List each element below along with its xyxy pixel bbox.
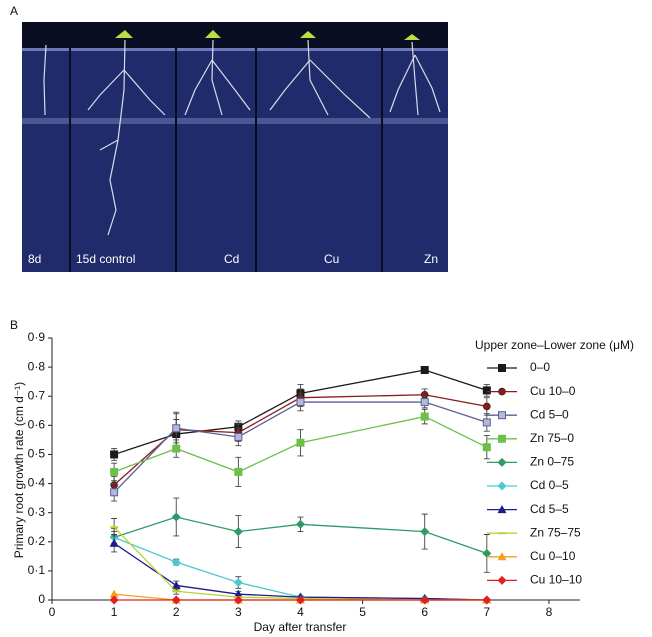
legend-label: Zn 75–0	[530, 431, 574, 445]
legend-label: Zn 0–75	[530, 455, 574, 469]
legend-label: 0–0	[530, 360, 550, 374]
photo: 8d 15d control Cd Cu Zn	[22, 22, 448, 272]
y-tick-label: 0·1	[28, 563, 46, 577]
data-point	[482, 418, 491, 427]
series-line	[113, 401, 488, 493]
x-tick-label: 5	[359, 605, 366, 619]
y-tick-label: 0·7	[28, 388, 46, 402]
series-line	[113, 526, 487, 601]
legend-marker	[498, 387, 506, 396]
series-line	[113, 369, 488, 456]
data-point	[482, 443, 491, 452]
y-tick-label: 0·4	[28, 476, 46, 490]
y-tick-label: 0	[38, 592, 45, 606]
data-point	[234, 432, 243, 441]
y-tick-label: 0·3	[28, 505, 46, 519]
data-point	[296, 398, 305, 407]
legend-label: Cd 5–5	[530, 502, 569, 516]
x-axis-label: Day after transfer	[254, 620, 347, 634]
legend-marker	[497, 505, 507, 514]
data-point	[109, 589, 119, 598]
legend-label: Zn 75–75	[530, 525, 581, 539]
data-point	[295, 595, 305, 605]
photo-label: Cu	[324, 252, 339, 266]
data-point	[296, 438, 305, 447]
x-tick-label: 0	[49, 605, 56, 619]
legend-label: Cu 0–10	[530, 549, 576, 563]
legend-marker	[497, 575, 507, 585]
data-point	[171, 580, 181, 589]
legend-label: Cu 10–0	[530, 384, 576, 398]
series-line	[113, 542, 487, 601]
legend-marker	[497, 481, 507, 491]
x-tick-label: 1	[111, 605, 118, 619]
panel-label: A	[10, 4, 18, 18]
legend-marker	[498, 411, 506, 420]
legend-label: Cd 5–0	[530, 407, 569, 421]
data-point	[420, 366, 429, 375]
legend-marker	[497, 457, 507, 467]
photo-label: 15d control	[76, 252, 135, 266]
legend-marker	[498, 364, 506, 372]
y-tick-label: 0·6	[28, 418, 46, 432]
data-point	[482, 548, 492, 558]
data-point	[109, 595, 119, 605]
data-point	[420, 595, 430, 605]
y-tick-label: 0·8	[28, 359, 46, 373]
photo-label: 8d	[28, 252, 41, 266]
x-tick-label: 2	[173, 605, 180, 619]
data-point	[172, 444, 181, 453]
photo-label: Cd	[224, 252, 239, 266]
x-tick-label: 8	[546, 605, 553, 619]
data-point	[295, 519, 305, 529]
legend-marker	[497, 552, 507, 561]
x-tick-label: 7	[483, 605, 490, 619]
data-point	[234, 467, 243, 476]
photo-label: Zn	[424, 252, 438, 266]
x-tick-label: 3	[235, 605, 242, 619]
data-point	[233, 578, 243, 588]
data-point	[482, 386, 491, 395]
y-tick-label: 0·9	[28, 330, 46, 344]
data-point	[420, 527, 430, 537]
data-point	[482, 595, 492, 605]
legend-marker	[498, 434, 506, 443]
y-axis-label: Primary root growth rate (cm d⁻¹)	[12, 382, 26, 558]
data-point	[109, 538, 119, 547]
data-point	[420, 412, 429, 421]
series-line	[113, 415, 488, 473]
data-point	[233, 595, 243, 605]
legend-label: Cd 0–5	[530, 478, 569, 492]
data-point	[171, 557, 181, 567]
data-point	[233, 527, 243, 537]
data-point	[110, 467, 119, 476]
y-tick-label: 0·2	[28, 534, 46, 548]
x-tick-label: 6	[421, 605, 428, 619]
data-point	[172, 424, 181, 433]
data-point	[110, 450, 119, 459]
data-point	[420, 398, 429, 407]
series-line	[113, 516, 488, 555]
panel-label: B	[10, 318, 18, 332]
legend-title: Upper zone–Lower zone (μM)	[475, 338, 634, 352]
y-tick-label: 0·5	[28, 447, 46, 461]
series-line	[113, 536, 487, 601]
data-point	[233, 589, 243, 598]
data-point	[171, 512, 181, 522]
legend-label: Cu 10–10	[530, 573, 582, 587]
data-point	[171, 595, 181, 605]
data-point	[483, 402, 491, 411]
x-tick-label: 4	[297, 605, 304, 619]
data-point	[110, 488, 119, 497]
